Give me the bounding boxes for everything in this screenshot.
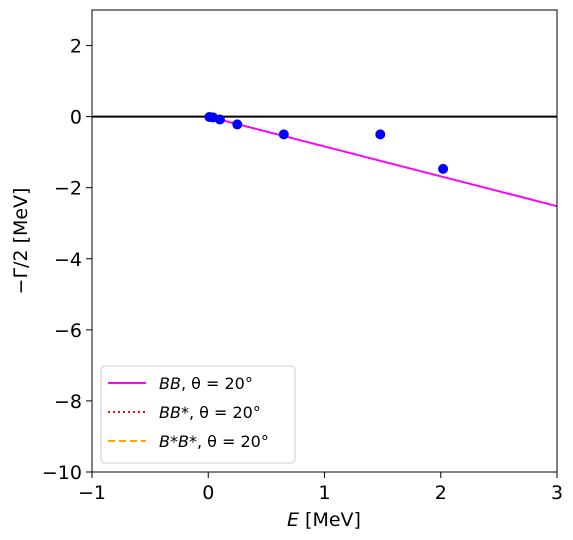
points-layer [204,111,449,174]
legend-box [100,365,296,464]
legend-label-condition: , θ = 20° [181,374,253,393]
series-line-0 [208,115,558,208]
x-tick-label: 1 [318,482,330,504]
x-tick-label: −1 [78,482,106,504]
series-layer [92,115,558,208]
y-tick-label: 2 [70,36,82,58]
x-tick-label: 3 [551,482,563,504]
legend-label: BB, θ = 20° [159,374,253,393]
y-axis-label: −Γ/2 [MeV] [10,188,32,295]
data-point [232,119,243,130]
legend-label: BB*, θ = 20° [159,403,261,422]
y-tick-label: −2 [54,178,82,200]
legend-label-symbol: BB [159,374,181,393]
x-axis-label-variable: E [287,509,299,531]
legend-label-condition: , θ = 20° [197,432,269,451]
y-axis: 2 0 −2 −4 −6 −8 −10 [42,36,92,484]
data-point [278,129,289,140]
data-point [214,114,225,125]
y-tick-label: −4 [54,249,82,271]
x-axis-label: E [MeV] [287,509,361,531]
x-tick-label: 2 [435,482,447,504]
y-tick-label: −6 [54,320,82,342]
x-axis-label-unit: [MeV] [305,509,361,531]
y-tick-label: −8 [54,391,82,413]
x-axis: −1 0 1 2 3 [78,472,563,504]
legend: BB, θ = 20°BB*, θ = 20°B*B*, θ = 20° [100,365,296,464]
x-tick-label: 0 [202,482,214,504]
data-point [438,163,449,174]
legend-entries: BB, θ = 20°BB*, θ = 20°B*B*, θ = 20° [108,374,269,451]
y-tick-label: −10 [42,462,82,484]
legend-label-symbol: BB* [159,403,189,422]
legend-label: B*B*, θ = 20° [159,432,269,451]
legend-label-symbol: B*B* [159,432,197,451]
legend-label-condition: , θ = 20° [189,403,261,422]
y-tick-label: 0 [70,107,82,129]
data-point [375,129,386,140]
